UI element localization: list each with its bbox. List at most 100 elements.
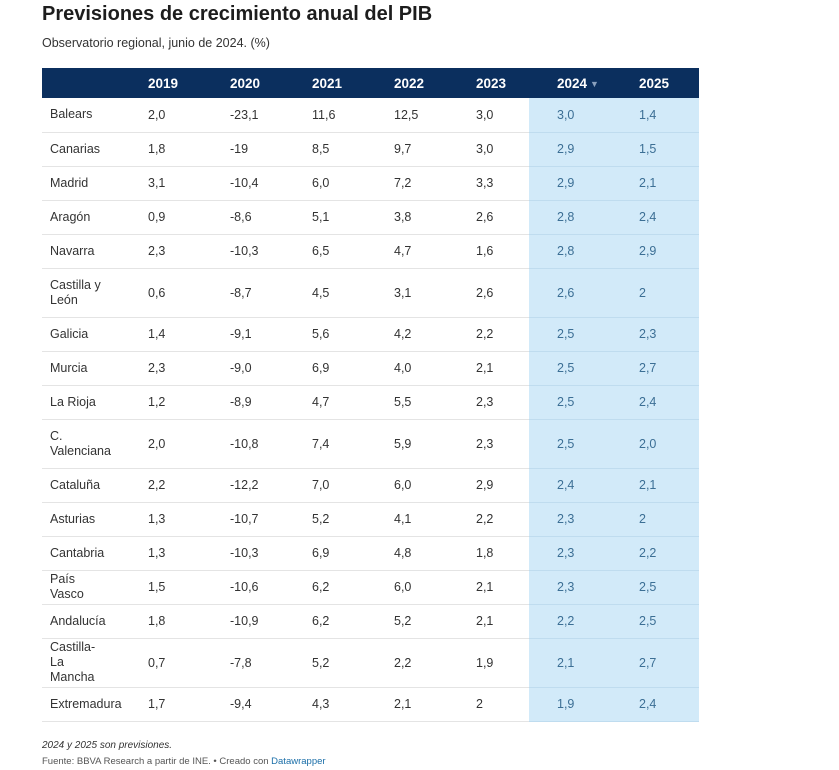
value-cell-2024: 1,9 xyxy=(529,687,611,722)
datawrapper-link[interactable]: Datawrapper xyxy=(271,756,326,767)
table-row: Castilla-La Mancha 0,7 -7,8 5,2 2,2 1,9 2,1 2,7 xyxy=(42,638,699,688)
value-cell-2020: -8,7 xyxy=(202,268,284,318)
value-cell-2020: -8,9 xyxy=(202,385,284,420)
value-cell-2025: 2,4 xyxy=(611,687,699,722)
value-cell-2021: 6,9 xyxy=(284,351,366,386)
value-cell-2025: 1,4 xyxy=(611,98,699,133)
value-cell-2024: 2,4 xyxy=(529,468,611,503)
value-cell-2019: 0,6 xyxy=(120,268,202,318)
value-cell-2025: 2,7 xyxy=(611,638,699,688)
table-row: La Rioja 1,2 -8,9 4,7 5,5 2,3 2,5 2,4 xyxy=(42,385,699,420)
value-cell-2025: 2,9 xyxy=(611,234,699,269)
value-cell-2021: 4,7 xyxy=(284,385,366,420)
value-cell-2021: 6,9 xyxy=(284,536,366,571)
value-cell-2023: 2,2 xyxy=(448,317,529,352)
column-header-region[interactable] xyxy=(42,68,120,98)
value-cell-2023: 3,3 xyxy=(448,166,529,201)
chart-subtitle: Observatorio regional, junio de 2024. (%… xyxy=(42,36,270,50)
column-header-2019[interactable]: 2019 xyxy=(120,68,202,98)
value-cell-2025: 2,5 xyxy=(611,604,699,639)
value-cell-2025: 2 xyxy=(611,268,699,318)
region-name-cell: Murcia xyxy=(42,351,120,386)
value-cell-2022: 6,0 xyxy=(366,468,448,503)
value-cell-2019: 1,3 xyxy=(120,536,202,571)
region-name-cell: C. Valenciana xyxy=(42,419,120,469)
value-cell-2022: 4,0 xyxy=(366,351,448,386)
table-notes: 2024 y 2025 son previsiones. xyxy=(42,740,173,751)
column-header-2024[interactable]: 2024 ▼ xyxy=(529,68,611,98)
value-cell-2022: 3,8 xyxy=(366,200,448,235)
table-row: Cantabria 1,3 -10,3 6,9 4,8 1,8 2,3 2,2 xyxy=(42,536,699,571)
table-row: Balears 2,0 -23,1 11,6 12,5 3,0 3,0 1,4 xyxy=(42,98,699,133)
value-cell-2020: -9,4 xyxy=(202,687,284,722)
region-name-cell: La Rioja xyxy=(42,385,120,420)
value-cell-2019: 3,1 xyxy=(120,166,202,201)
column-header-2021[interactable]: 2021 xyxy=(284,68,366,98)
value-cell-2021: 6,2 xyxy=(284,570,366,605)
region-name-cell: País Vasco xyxy=(42,570,120,605)
value-cell-2021: 4,5 xyxy=(284,268,366,318)
value-cell-2023: 1,9 xyxy=(448,638,529,688)
value-cell-2022: 9,7 xyxy=(366,132,448,167)
value-cell-2021: 6,5 xyxy=(284,234,366,269)
column-header-2025[interactable]: 2025 xyxy=(611,68,699,98)
value-cell-2023: 2 xyxy=(448,687,529,722)
value-cell-2024: 2,8 xyxy=(529,234,611,269)
column-header-2024-label: 2024 xyxy=(557,75,588,91)
value-cell-2021: 6,0 xyxy=(284,166,366,201)
value-cell-2019: 1,7 xyxy=(120,687,202,722)
table-row: C. Valenciana 2,0 -10,8 7,4 5,9 2,3 2,5 2,0 xyxy=(42,419,699,469)
value-cell-2019: 2,3 xyxy=(120,351,202,386)
value-cell-2019: 1,3 xyxy=(120,502,202,537)
value-cell-2020: -9,0 xyxy=(202,351,284,386)
value-cell-2025: 2,3 xyxy=(611,317,699,352)
value-cell-2023: 2,3 xyxy=(448,419,529,469)
value-cell-2023: 3,0 xyxy=(448,132,529,167)
region-name-cell: Aragón xyxy=(42,200,120,235)
value-cell-2019: 1,5 xyxy=(120,570,202,605)
value-cell-2021: 5,6 xyxy=(284,317,366,352)
value-cell-2019: 1,2 xyxy=(120,385,202,420)
value-cell-2020: -10,9 xyxy=(202,604,284,639)
value-cell-2023: 2,1 xyxy=(448,604,529,639)
column-header-2022[interactable]: 2022 xyxy=(366,68,448,98)
value-cell-2019: 2,0 xyxy=(120,98,202,133)
value-cell-2025: 2,4 xyxy=(611,200,699,235)
region-name-cell: Extremadura xyxy=(42,687,122,722)
region-name-cell: Galicia xyxy=(42,317,120,352)
table-body: Balears 2,0 -23,1 11,6 12,5 3,0 3,0 1,4 Canarias… xyxy=(42,98,699,722)
value-cell-2024: 2,9 xyxy=(529,166,611,201)
value-cell-2022: 5,2 xyxy=(366,604,448,639)
value-cell-2022: 12,5 xyxy=(366,98,448,133)
value-cell-2023: 2,1 xyxy=(448,570,529,605)
value-cell-2022: 4,2 xyxy=(366,317,448,352)
value-cell-2023: 1,8 xyxy=(448,536,529,571)
source-text: Fuente: BBVA Research a partir de INE. •… xyxy=(42,756,269,767)
region-name-cell: Navarra xyxy=(42,234,120,269)
table-row: Castilla y León 0,6 -8,7 4,5 3,1 2,6 2,6 2 xyxy=(42,268,699,318)
value-cell-2024: 2,5 xyxy=(529,419,611,469)
region-name-cell: Balears xyxy=(42,98,120,133)
value-cell-2023: 2,6 xyxy=(448,200,529,235)
value-cell-2023: 2,1 xyxy=(448,351,529,386)
value-cell-2025: 2,1 xyxy=(611,468,699,503)
table-row: País Vasco 1,5 -10,6 6,2 6,0 2,1 2,3 2,5 xyxy=(42,570,699,605)
gdp-forecast-table: 2019 2020 2021 2022 2023 2024 ▼ 2025 Bale… xyxy=(42,68,699,722)
value-cell-2024: 2,8 xyxy=(529,200,611,235)
value-cell-2023: 1,6 xyxy=(448,234,529,269)
value-cell-2025: 2,7 xyxy=(611,351,699,386)
value-cell-2024: 2,2 xyxy=(529,604,611,639)
column-header-2020[interactable]: 2020 xyxy=(202,68,284,98)
value-cell-2023: 2,6 xyxy=(448,268,529,318)
value-cell-2019: 1,4 xyxy=(120,317,202,352)
source-line: Fuente: BBVA Research a partir de INE. •… xyxy=(42,756,326,767)
value-cell-2020: -23,1 xyxy=(202,98,284,133)
value-cell-2024: 2,3 xyxy=(529,570,611,605)
value-cell-2022: 6,0 xyxy=(366,570,448,605)
value-cell-2021: 4,3 xyxy=(284,687,366,722)
column-header-2023[interactable]: 2023 xyxy=(448,68,529,98)
value-cell-2019: 2,0 xyxy=(120,419,202,469)
value-cell-2024: 2,6 xyxy=(529,268,611,318)
value-cell-2021: 5,1 xyxy=(284,200,366,235)
value-cell-2025: 2,5 xyxy=(611,570,699,605)
